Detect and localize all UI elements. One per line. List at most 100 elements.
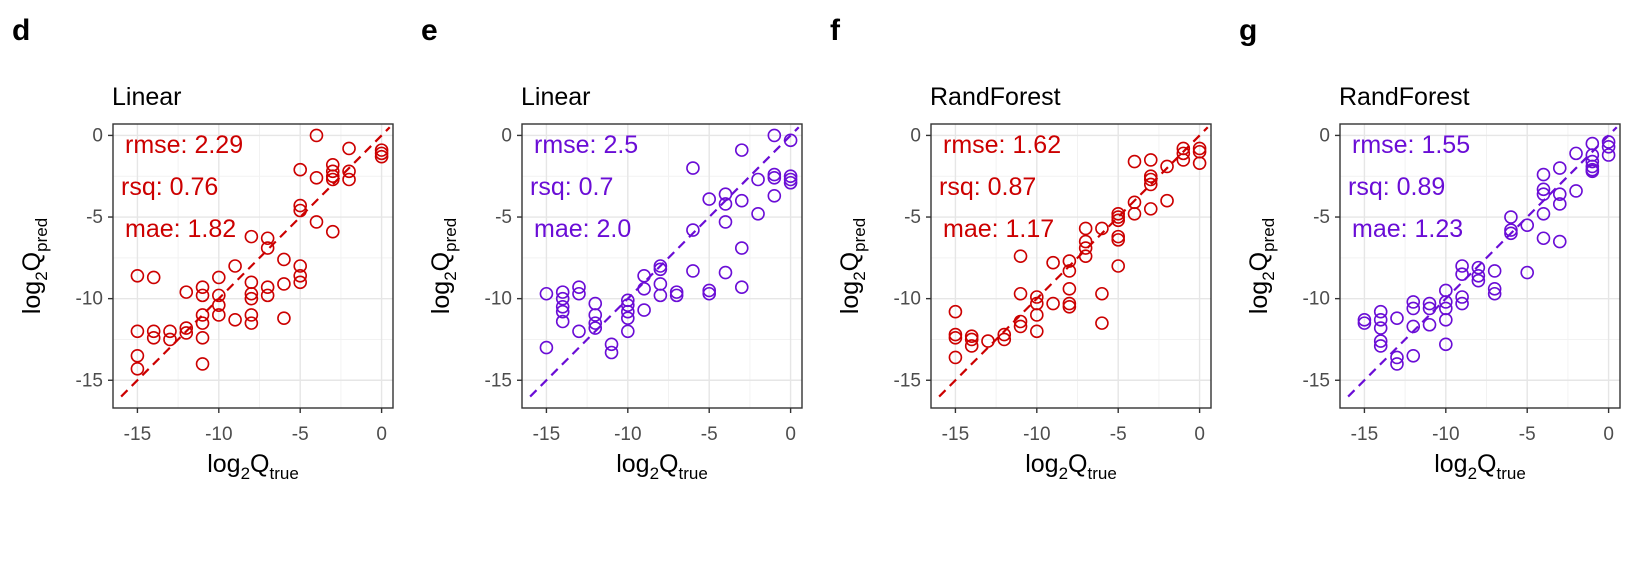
data-point (195, 316, 210, 330)
y-tick-label: 0 (910, 125, 921, 146)
data-point (1585, 164, 1600, 179)
x-tick-label: 0 (1603, 424, 1614, 445)
data-point (669, 285, 684, 299)
data-point (669, 288, 684, 303)
data-point (555, 304, 570, 319)
y-tick-label: -15 (894, 370, 921, 391)
panel-title: Linear (521, 83, 591, 111)
data-point (637, 282, 651, 296)
data-point (783, 169, 798, 184)
y-tick-label: -5 (1313, 207, 1330, 228)
x-tick-label: -10 (1023, 424, 1050, 445)
plot-border (112, 123, 394, 409)
data-point (1406, 348, 1421, 363)
data-point (1192, 141, 1207, 156)
data-point (1143, 202, 1158, 216)
data-point (555, 300, 570, 314)
data-point (1471, 268, 1486, 283)
data-point (1062, 300, 1077, 314)
data-point (964, 339, 979, 353)
reference-line (529, 126, 800, 398)
stat-label: rmse: 1.55 (1352, 131, 1470, 159)
data-point (1536, 167, 1551, 182)
data-point (1078, 221, 1093, 236)
data-point (1176, 146, 1191, 161)
y-tick-label: -15 (1303, 370, 1330, 391)
data-point (1585, 154, 1600, 169)
panel-title: RandForest (930, 83, 1061, 111)
data-point (1439, 313, 1453, 327)
data-point (195, 288, 210, 303)
data-point (293, 259, 308, 273)
x-tick-label: -5 (701, 424, 718, 445)
data-point (212, 270, 226, 285)
data-point (1422, 317, 1437, 332)
data-point (1062, 264, 1077, 278)
plot-background (1340, 124, 1620, 408)
data-point (293, 203, 308, 218)
data-point (228, 259, 242, 273)
data-point (1095, 316, 1109, 330)
data-point (1095, 221, 1109, 236)
stat-label: mae: 1.23 (1352, 215, 1463, 243)
data-point (1536, 231, 1551, 246)
data-point (1062, 282, 1077, 296)
x-axis-title: log2Qtrue (1434, 450, 1526, 483)
data-point (686, 161, 700, 175)
data-point (718, 197, 733, 211)
plot-background (522, 124, 802, 408)
data-point (163, 324, 177, 339)
y-tick-label: -15 (485, 370, 512, 391)
data-point (1078, 234, 1093, 249)
data-point (1373, 313, 1388, 327)
data-point (767, 128, 782, 143)
x-tick-label: -15 (533, 424, 560, 445)
x-axis-title: log2Qtrue (1025, 450, 1117, 483)
data-point (212, 308, 226, 322)
data-point (1046, 296, 1060, 311)
data-point (1601, 140, 1616, 154)
data-point (179, 321, 194, 335)
data-point (686, 223, 700, 237)
data-point (1455, 267, 1469, 281)
data-point (1062, 254, 1077, 268)
x-tick-label: 0 (785, 424, 796, 445)
data-point (702, 192, 717, 206)
panel-g: g RandForest rmse: 1.55 rsq: 0.89 mae: 1.23 -… (1239, 14, 1621, 483)
y-axis-title: log2Qpred (427, 218, 460, 314)
data-point (1520, 218, 1535, 232)
data-point (1536, 187, 1551, 201)
data-point (1552, 187, 1567, 201)
x-tick-label: 0 (376, 424, 387, 445)
data-point (1487, 264, 1502, 278)
data-point (374, 143, 389, 157)
data-point (1013, 249, 1028, 264)
data-point (637, 303, 651, 317)
data-point (244, 316, 259, 330)
data-point (228, 313, 242, 327)
stat-label: rmse: 2.5 (534, 131, 638, 159)
data-point (1095, 286, 1109, 301)
data-point (604, 337, 619, 352)
y-tick-label: -10 (1303, 289, 1330, 310)
data-point (997, 327, 1012, 342)
y-tick-label: -10 (485, 289, 512, 310)
data-point (767, 171, 782, 185)
data-point (146, 331, 161, 345)
panel-letter: e (421, 14, 438, 47)
data-point (1439, 337, 1453, 352)
stat-label: mae: 2.0 (534, 215, 631, 243)
data-point (244, 229, 259, 244)
x-tick-label: -15 (124, 424, 151, 445)
data-point (146, 270, 161, 285)
x-tick-label: -10 (1432, 424, 1459, 445)
y-axis-title: log2Qpred (1245, 218, 1278, 314)
data-point (146, 324, 161, 339)
data-point (539, 340, 554, 355)
reference-line (938, 126, 1209, 398)
data-point (555, 285, 570, 299)
stat-label: rsq: 0.7 (530, 173, 613, 201)
stat-label: rsq: 0.87 (939, 173, 1036, 201)
data-point (1013, 286, 1028, 301)
data-point (260, 280, 275, 295)
